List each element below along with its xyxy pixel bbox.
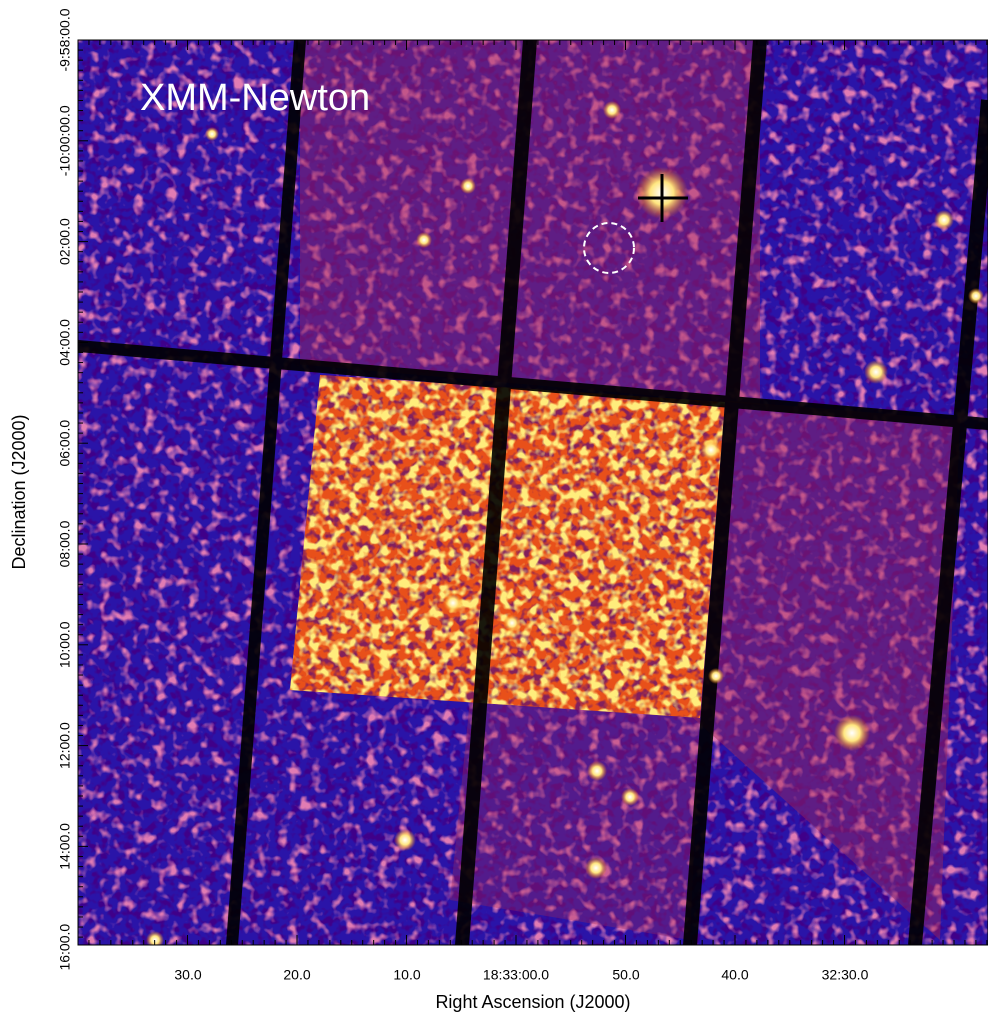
x-tick-label: 40.0 [721,967,748,983]
x-axis-label: Right Ascension (J2000) [435,992,630,1012]
y-tick-label: 02:00.0 [57,218,73,265]
x-tick-label: 30.0 [174,967,201,983]
y-tick-label: 04:00.0 [57,319,73,366]
figure: XMM-Newton Right Ascension (J2000) Decli… [0,0,988,1017]
y-tick-label: -10:00:00.0 [57,105,73,176]
x-tick-label: 20.0 [283,967,310,983]
x-tick-label: 32:30.0 [822,967,869,983]
x-tick-label: 18:33:00.0 [483,967,549,983]
y-tick-label: 16:00.0 [57,924,73,971]
y-axis-label: Declination (J2000) [9,414,29,569]
image-label: XMM-Newton [140,77,370,119]
y-tick-label: 10:00.0 [57,621,73,668]
x-tick-label: 10.0 [393,967,420,983]
y-tick-label: 08:00.0 [57,520,73,567]
y-tick-label: 14:00.0 [57,823,73,870]
y-tick-label: 12:00.0 [57,722,73,769]
y-tick-label: 06:00.0 [57,420,73,467]
y-tick-label: -9:58:00.0 [57,8,73,71]
x-tick-label: 50.0 [612,967,639,983]
xray-image [78,40,988,949]
